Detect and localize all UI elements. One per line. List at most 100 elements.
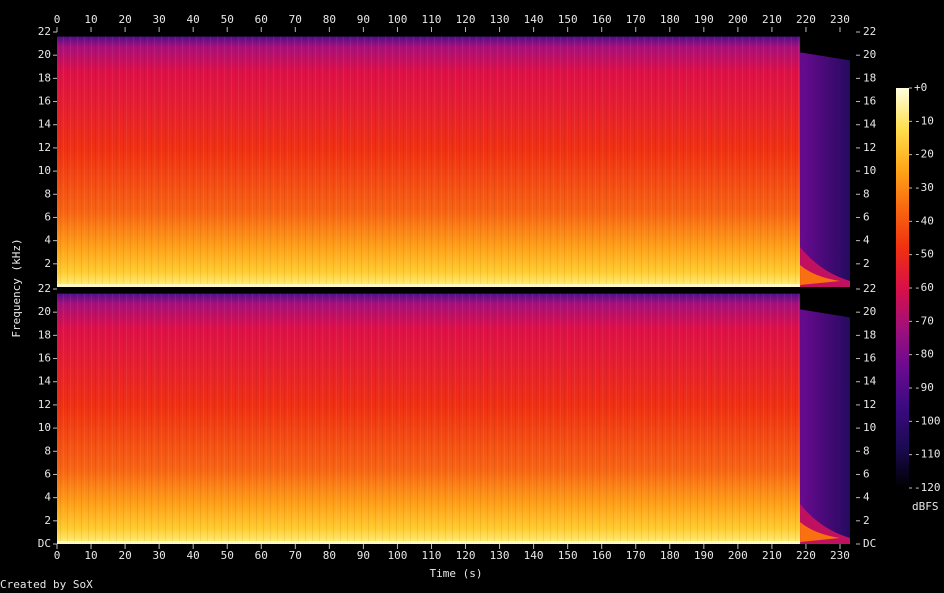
y-tick-label: 4 [44, 491, 51, 504]
x-tick-label-top: 170 [626, 13, 646, 26]
y-tick-label-right: 16 [863, 95, 876, 108]
y-tick-label: 10 [38, 164, 51, 177]
credit: Created by SoX [0, 578, 93, 591]
colorbar-tick-label: -10 [914, 114, 934, 127]
x-tick-label-top: 0 [54, 13, 61, 26]
y-tick-label: 2 [44, 514, 51, 527]
x-tick-label-top: 10 [84, 13, 97, 26]
spectrogram-tail-spike [800, 265, 841, 285]
y-tick-label-right: 12 [863, 141, 876, 154]
spectrogram-base [57, 284, 801, 287]
x-tick-label-bottom: 200 [728, 549, 748, 562]
x-tick-label-top: 40 [187, 13, 200, 26]
y-tick-label-right: DC [863, 537, 876, 550]
x-tick-label-bottom: 50 [221, 549, 234, 562]
y-tick-label-right: 14 [863, 375, 877, 388]
y-tick-label-right: 12 [863, 398, 876, 411]
x-tick-label-top: 30 [153, 13, 166, 26]
x-tick-label-bottom: 230 [830, 549, 850, 562]
y-tick-label-right: 4 [863, 234, 870, 247]
y-tick-label-right: 20 [863, 48, 876, 61]
colorbar-tick-label: -110 [914, 448, 941, 461]
spectrogram-tail-spike [800, 522, 841, 542]
y-tick-label: DC [38, 537, 51, 550]
y-tick-label: 4 [44, 234, 51, 247]
x-tick-label-bottom: 160 [592, 549, 612, 562]
x-tick-label-top: 140 [524, 13, 544, 26]
colorbar-tick-label: -40 [914, 214, 934, 227]
y-tick-label-right: 8 [863, 444, 870, 457]
x-tick-label-bottom: 150 [558, 549, 578, 562]
x-tick-label-top: 120 [456, 13, 476, 26]
x-tick-label-top: 110 [422, 13, 442, 26]
spectrogram-tail [800, 52, 850, 288]
x-tick-label-top: 50 [221, 13, 234, 26]
x-tick-label-top: 150 [558, 13, 578, 26]
x-tick-label-bottom: 90 [357, 549, 370, 562]
x-tick-label-bottom: 60 [255, 549, 268, 562]
x-tick-label-top: 80 [323, 13, 336, 26]
x-axis-label: Time (s) [430, 567, 483, 580]
colorbar-tick-label: -90 [914, 381, 934, 394]
x-tick-label-bottom: 20 [118, 549, 131, 562]
colorbar-label: dBFS [912, 500, 939, 513]
y-tick-label: 6 [44, 210, 51, 223]
y-tick-label-right: 18 [863, 328, 876, 341]
y-tick-label: 12 [38, 141, 51, 154]
colorbar-tick-label: -20 [914, 148, 934, 161]
x-tick-label-bottom: 140 [524, 549, 544, 562]
y-tick-label-right: 6 [863, 210, 870, 223]
x-tick-label-bottom: 190 [694, 549, 714, 562]
x-tick-label-top: 180 [660, 13, 680, 26]
colorbar-tick-label: -60 [914, 281, 934, 294]
x-tick-label-bottom: 120 [456, 549, 476, 562]
x-tick-label-bottom: 220 [796, 549, 816, 562]
y-tick-label-right: 2 [863, 257, 870, 270]
x-tick-label-bottom: 110 [422, 549, 442, 562]
y-tick-label-right: 10 [863, 421, 876, 434]
colorbar-tick-label: -120 [914, 481, 941, 494]
y-tick-label: 8 [44, 444, 51, 457]
x-tick-label-top: 230 [830, 13, 850, 26]
y-tick-label-right: 4 [863, 491, 870, 504]
spectrogram-tail [800, 309, 850, 544]
y-tick-label-right: 22 [863, 25, 876, 38]
x-tick-label-bottom: 0 [54, 549, 61, 562]
x-tick-label-bottom: 10 [84, 549, 97, 562]
x-tick-label-bottom: 210 [762, 549, 782, 562]
x-tick-label-top: 130 [490, 13, 510, 26]
colorbar [896, 88, 909, 488]
y-tick-label-right: 14 [863, 118, 877, 131]
x-tick-label-bottom: 80 [323, 549, 336, 562]
x-tick-label-top: 20 [118, 13, 131, 26]
x-tick-label-top: 190 [694, 13, 714, 26]
x-tick-label-top: 70 [289, 13, 302, 26]
y-tick-label: 10 [38, 421, 51, 434]
x-tick-label-top: 60 [255, 13, 268, 26]
y-tick-label-right: 20 [863, 305, 876, 318]
x-tick-label-bottom: 130 [490, 549, 510, 562]
y-tick-label-right: 8 [863, 187, 870, 200]
y-tick-label: 6 [44, 467, 51, 480]
x-tick-label-top: 200 [728, 13, 748, 26]
y-tick-label: 16 [38, 352, 51, 365]
y-axis-label: Frequency (kHz) [10, 238, 23, 337]
x-tick-label-bottom: 180 [660, 549, 680, 562]
y-tick-label: 12 [38, 398, 51, 411]
y-tick-label: 20 [38, 48, 51, 61]
y-tick-label: 2 [44, 257, 51, 270]
y-tick-label: 14 [38, 118, 52, 131]
x-tick-label-top: 210 [762, 13, 782, 26]
y-tick-label-right: 10 [863, 164, 876, 177]
colorbar-tick-label: -50 [914, 248, 934, 261]
colorbar-tick-label: +0 [914, 81, 927, 94]
x-tick-label-bottom: 40 [187, 549, 200, 562]
spectrogram-base [57, 541, 801, 544]
colorbar-tick-label: -80 [914, 348, 934, 361]
colorbar-tick-label: -70 [914, 314, 934, 327]
y-tick-label: 20 [38, 305, 51, 318]
y-tick-label-right: 2 [863, 514, 870, 527]
x-tick-label-bottom: 100 [387, 549, 407, 562]
